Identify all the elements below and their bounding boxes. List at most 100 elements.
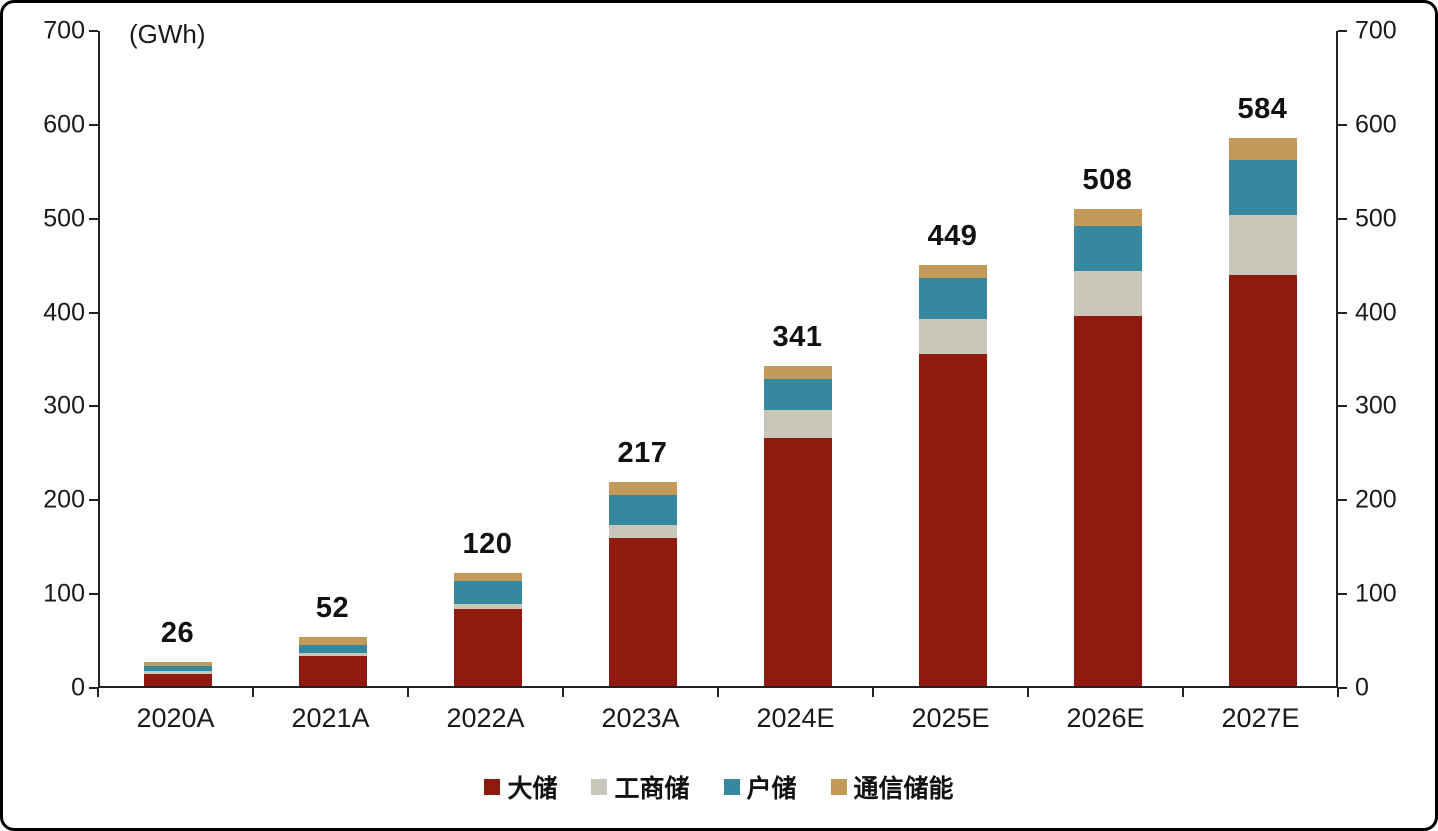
y-axis-label-left-700: 700 (43, 16, 85, 45)
bar-segment-户储-2023A (608, 495, 677, 525)
x-axis-label-2025E: 2025E (911, 703, 990, 733)
y-axis-label-left-200: 200 (43, 485, 85, 514)
bar-segment-工商储-2022A (453, 604, 522, 610)
y-axis-tick-right (1338, 217, 1347, 220)
x-axis-label-2020A: 2020A (136, 703, 215, 733)
y-axis-tick-right (1338, 593, 1347, 596)
bar-segment-工商储-2020A (143, 671, 212, 674)
y-axis-unit-label: (GWh) (129, 19, 206, 49)
bar-segment-通信储能-2020A (143, 661, 212, 667)
y-axis-tick-right (1338, 405, 1347, 408)
bar-segment-大储-2023A (608, 537, 677, 686)
bar-segment-工商储-2021A (298, 653, 367, 656)
bar-segment-工商储-2025E (918, 319, 987, 354)
x-axis-tick (562, 688, 564, 697)
y-axis-tick-left (89, 687, 98, 689)
legend-label: 大储 (507, 775, 558, 803)
legend-item-户储: 户储 (723, 769, 797, 805)
y-axis-tick-right (1338, 499, 1347, 502)
legend-label: 通信储能 (853, 775, 954, 803)
y-axis-tick-right (1338, 311, 1347, 314)
x-axis-tick (407, 688, 409, 697)
total-label-2020A: 26 (160, 616, 195, 649)
x-axis-tick (1337, 688, 1339, 697)
legend-label: 户储 (746, 775, 797, 803)
legend-item-工商储: 工商储 (591, 769, 690, 805)
y-axis-label-right-500: 500 (1355, 204, 1397, 233)
x-axis-tick (97, 688, 99, 697)
total-label-2025E: 449 (927, 219, 978, 252)
y-axis-label-right-300: 300 (1355, 391, 1397, 420)
x-axis-tick (252, 688, 254, 697)
x-axis-tick (1182, 688, 1184, 697)
plot-area: 26 52 120 217 341 449 508 584 (98, 31, 1338, 688)
bar-segment-通信储能-2026E (1073, 209, 1142, 227)
bar-segment-工商储-2027E (1228, 214, 1297, 275)
y-axis-label-left-500: 500 (43, 204, 85, 233)
bar-segment-大储-2024E (763, 438, 832, 686)
total-label-2023A: 217 (617, 437, 668, 470)
y-axis-tick-right (1338, 30, 1347, 32)
y-axis-label-right-700: 700 (1355, 16, 1397, 45)
bar-segment-工商储-2026E (1073, 271, 1142, 317)
y-axis-label-left-0: 0 (71, 673, 85, 702)
y-axis-tick-right (1338, 123, 1347, 126)
total-label-2022A: 120 (462, 528, 513, 561)
legend-swatch-icon (484, 779, 501, 795)
y-axis-tick-left (89, 499, 98, 502)
bar-segment-户储-2026E (1073, 226, 1142, 272)
legend-swatch-icon (723, 779, 740, 795)
bar-segment-大储-2021A (298, 655, 367, 686)
bar-segment-户储-2020A (143, 666, 212, 671)
legend-label: 工商储 (614, 775, 690, 803)
total-label-2027E: 584 (1237, 92, 1288, 125)
bar-segment-户储-2022A (453, 580, 522, 605)
bar-segment-户储-2027E (1228, 160, 1297, 215)
y-axis-label-left-400: 400 (43, 298, 85, 327)
x-axis-label-2022A: 2022A (446, 703, 525, 733)
y-axis-tick-left (89, 30, 98, 32)
legend-item-通信储能: 通信储能 (830, 769, 954, 805)
x-axis-tick (872, 688, 874, 697)
y-axis-label-right-600: 600 (1355, 110, 1397, 139)
bar-segment-大储-2022A (453, 609, 522, 686)
bar-segment-通信储能-2022A (453, 573, 522, 581)
bar-segment-通信储能-2023A (608, 482, 677, 496)
total-label-2026E: 508 (1082, 164, 1133, 197)
x-axis-label-2024E: 2024E (756, 703, 835, 733)
y-axis-tick-left (89, 217, 98, 220)
bar-segment-通信储能-2027E (1228, 137, 1297, 161)
total-label-2021A: 52 (315, 592, 350, 625)
y-axis-tick-left (89, 123, 98, 126)
total-label-2024E: 341 (772, 320, 823, 353)
legend: 大储 工商储 户储 通信储能 (3, 769, 1435, 805)
y-axis-label-right-200: 200 (1355, 485, 1397, 514)
legend-swatch-icon (591, 779, 608, 795)
x-axis-tick (1027, 688, 1029, 697)
y-axis-label-left-600: 600 (43, 110, 85, 139)
legend-swatch-icon (830, 779, 847, 795)
bar-segment-工商储-2024E (763, 410, 832, 439)
bar-segment-户储-2024E (763, 379, 832, 411)
y-axis-tick-left (89, 405, 98, 408)
y-axis-tick-left (89, 593, 98, 596)
bar-segment-大储-2026E (1073, 316, 1142, 686)
y-axis-label-right-400: 400 (1355, 298, 1397, 327)
y-axis-label-right-100: 100 (1355, 579, 1397, 608)
y-axis-label-right-0: 0 (1355, 673, 1369, 702)
bar-segment-通信储能-2025E (918, 264, 987, 278)
y-axis-tick-left (89, 311, 98, 314)
x-axis-label-2026E: 2026E (1066, 703, 1145, 733)
y-axis-tick-right (1338, 687, 1347, 689)
bar-segment-大储-2027E (1228, 274, 1297, 686)
bar-segment-通信储能-2021A (298, 637, 367, 645)
bar-segment-通信储能-2024E (763, 365, 832, 380)
bar-segment-工商储-2023A (608, 524, 677, 538)
legend-item-大储: 大储 (484, 769, 557, 805)
x-axis-tick (717, 688, 719, 697)
bar-segment-户储-2021A (298, 644, 367, 654)
x-axis-label-2021A: 2021A (291, 703, 370, 733)
bar-segment-大储-2020A (143, 673, 212, 686)
bar-segment-大储-2025E (918, 353, 987, 686)
